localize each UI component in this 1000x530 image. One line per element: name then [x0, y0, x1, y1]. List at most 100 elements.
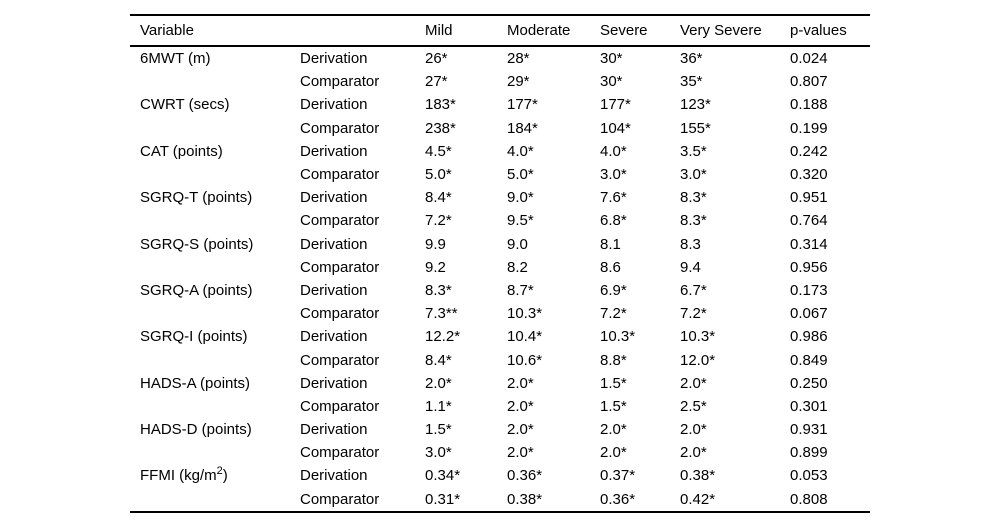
variable-cell — [130, 117, 300, 140]
table-row: SGRQ-S (points) Derivation 9.9 9.0 8.1 8.3 0.3… — [130, 233, 870, 256]
p-value-cell: 0.250 — [790, 374, 828, 392]
value-cell-moderate: 0.36* — [507, 467, 543, 485]
table-row: Comparator 7.3** 10.3* 7.2* 7.2* 0.067 — [130, 302, 870, 325]
value-cell-severe: 7.2* — [600, 305, 627, 323]
value-cell-mild: 4.5* — [425, 142, 452, 160]
variable-cell — [130, 302, 300, 325]
value-cell-mild: 8.4* — [425, 351, 452, 369]
value-cell-moderate: 2.0* — [507, 421, 534, 439]
group-cell: Derivation — [300, 421, 368, 439]
table-row: Comparator 8.4* 10.6* 8.8* 12.0* 0.849 — [130, 348, 870, 371]
value-cell-mild: 26* — [425, 50, 448, 68]
value-cell-very-severe: 8.3* — [680, 212, 707, 230]
p-value-cell: 0.807 — [790, 73, 828, 91]
variable-cell: SGRQ-A (points) — [140, 281, 253, 299]
group-cell: Derivation — [300, 328, 368, 346]
value-cell-moderate: 177* — [507, 96, 538, 114]
value-cell-severe: 8.1 — [600, 235, 621, 253]
table-row: Comparator 0.31* 0.38* 0.36* 0.42* 0.808 — [130, 488, 870, 512]
table-row: Comparator 5.0* 5.0* 3.0* 3.0* 0.320 — [130, 163, 870, 186]
value-cell-severe: 1.5* — [600, 374, 627, 392]
group-cell: Comparator — [300, 212, 380, 230]
p-value-cell: 0.899 — [790, 444, 828, 462]
table-row: CWRT (secs) Derivation 183* 177* 177* 123* 0.1… — [130, 93, 870, 116]
p-value-cell: 0.314 — [790, 235, 828, 253]
value-cell-mild: 1.5* — [425, 421, 452, 439]
p-value-cell: 0.053 — [790, 467, 828, 485]
value-cell-moderate: 8.7* — [507, 281, 534, 299]
group-cell: Derivation — [300, 50, 368, 68]
group-cell: Derivation — [300, 189, 368, 207]
variable-cell: 6MWT (m) — [140, 50, 211, 68]
p-value-cell: 0.188 — [790, 96, 828, 114]
variable-cell — [130, 488, 300, 512]
value-cell-severe: 3.0* — [600, 166, 627, 184]
p-value-cell: 0.764 — [790, 212, 828, 230]
variable-cell: HADS-A (points) — [140, 374, 251, 392]
value-cell-moderate: 184* — [507, 119, 538, 137]
value-cell-moderate: 5.0* — [507, 166, 534, 184]
value-cell-mild: 1.1* — [425, 397, 452, 415]
header-severe: Severe — [600, 15, 680, 47]
p-value-cell: 0.301 — [790, 397, 828, 415]
results-table-container: Variable Mild Moderate Severe Very Sever… — [130, 14, 870, 513]
value-cell-moderate: 9.5* — [507, 212, 534, 230]
variable-cell: CAT (points) — [140, 142, 223, 160]
p-value-cell: 0.808 — [790, 490, 828, 508]
group-cell: Comparator — [300, 351, 380, 369]
value-cell-severe: 7.6* — [600, 189, 627, 207]
variable-cell — [130, 395, 300, 418]
value-cell-very-severe: 12.0* — [680, 351, 716, 369]
value-cell-severe: 30* — [600, 50, 623, 68]
value-cell-very-severe: 7.2* — [680, 305, 707, 323]
group-cell: Comparator — [300, 397, 380, 415]
value-cell-moderate: 10.4* — [507, 328, 543, 346]
value-cell-moderate: 2.0* — [507, 397, 534, 415]
p-value-cell: 0.951 — [790, 189, 828, 207]
value-cell-severe: 8.8* — [600, 351, 627, 369]
value-cell-very-severe: 155* — [680, 119, 711, 137]
table-row: HADS-A (points) Derivation 2.0* 2.0* 1.5* 2.0… — [130, 372, 870, 395]
value-cell-very-severe: 2.0* — [680, 421, 707, 439]
value-cell-severe: 2.0* — [600, 421, 627, 439]
variable-cell — [130, 209, 300, 232]
p-value-cell: 0.067 — [790, 305, 828, 323]
group-cell: Derivation — [300, 142, 368, 160]
p-value-cell: 0.199 — [790, 119, 828, 137]
header-row: Variable Mild Moderate Severe Very Sever… — [130, 15, 870, 47]
p-value-cell: 0.024 — [790, 50, 828, 68]
value-cell-very-severe: 2.0* — [680, 374, 707, 392]
value-cell-very-severe: 3.0* — [680, 166, 707, 184]
value-cell-moderate: 9.0 — [507, 235, 528, 253]
group-cell: Comparator — [300, 444, 380, 462]
value-cell-very-severe: 36* — [680, 50, 703, 68]
value-cell-severe: 6.8* — [600, 212, 627, 230]
value-cell-moderate: 9.0* — [507, 189, 534, 207]
group-cell: Derivation — [300, 96, 368, 114]
group-cell: Comparator — [300, 119, 380, 137]
value-cell-moderate: 8.2 — [507, 258, 528, 276]
header-variable: Variable — [130, 15, 300, 47]
p-value-cell: 0.320 — [790, 166, 828, 184]
value-cell-moderate: 2.0* — [507, 444, 534, 462]
group-cell: Derivation — [300, 467, 368, 485]
variable-cell — [130, 441, 300, 464]
value-cell-severe: 10.3* — [600, 328, 636, 346]
table-row: SGRQ-A (points) Derivation 8.3* 8.7* 6.9* 6.7… — [130, 279, 870, 302]
p-value-cell: 0.956 — [790, 258, 828, 276]
variable-superscript: 2 — [216, 465, 223, 478]
value-cell-mild: 7.2* — [425, 212, 452, 230]
value-cell-mild: 8.4* — [425, 189, 452, 207]
value-cell-severe: 2.0* — [600, 444, 627, 462]
table-row: Comparator 7.2* 9.5* 6.8* 8.3* 0.764 — [130, 209, 870, 232]
header-very-severe: Very Severe — [680, 15, 790, 47]
table-body: 6MWT (m) Derivation 26* 28* 30* 36* 0.024 Compa… — [130, 46, 870, 512]
value-cell-moderate: 10.6* — [507, 351, 543, 369]
value-cell-very-severe: 6.7* — [680, 281, 707, 299]
table-row: SGRQ-T (points) Derivation 8.4* 9.0* 7.6* 8.3… — [130, 186, 870, 209]
group-cell: Comparator — [300, 305, 380, 323]
header-moderate: Moderate — [507, 15, 600, 47]
value-cell-moderate: 29* — [507, 73, 530, 91]
variable-cell — [130, 348, 300, 371]
value-cell-severe: 1.5* — [600, 397, 627, 415]
